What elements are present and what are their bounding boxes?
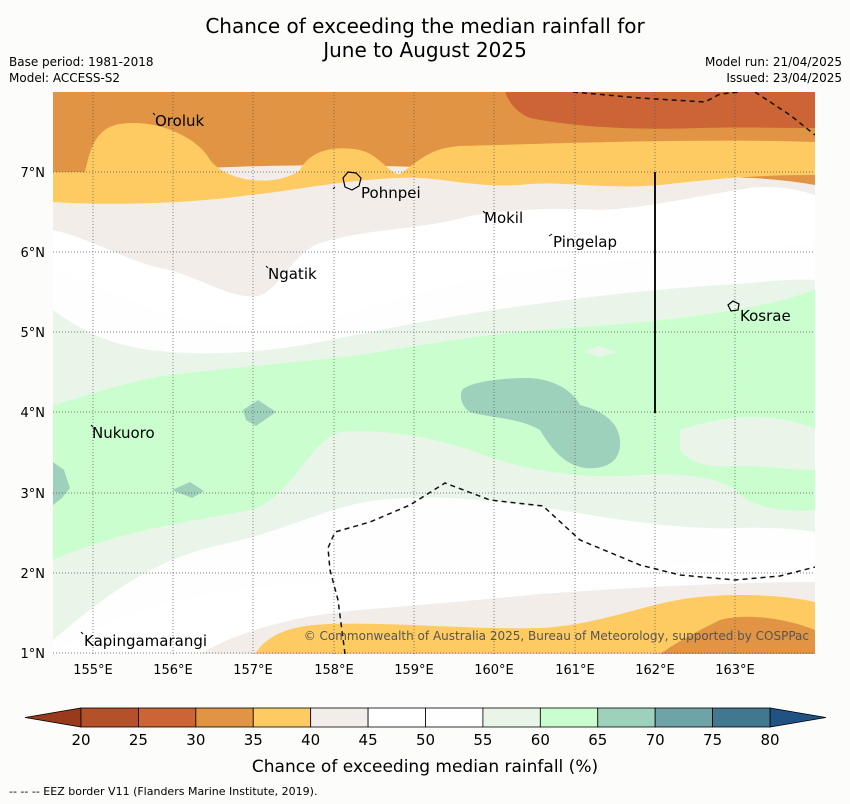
colorbar-tick: 65 xyxy=(588,731,607,749)
lon-tick: 158°E xyxy=(314,663,354,678)
colorbar-tick: 35 xyxy=(244,731,263,749)
band-30-35-lower xyxy=(660,616,815,654)
pohnpei-island xyxy=(342,171,362,191)
lat-tick: 7°N xyxy=(21,166,46,181)
colorbar-cell xyxy=(367,707,426,728)
eez-border xyxy=(327,92,815,654)
band-35-40-top xyxy=(53,122,815,204)
lon-tick: 162°E xyxy=(635,663,675,678)
island-marks xyxy=(80,112,553,635)
colorbar-over-arrow xyxy=(769,707,827,728)
colorbar-under-arrow xyxy=(24,707,82,728)
label-nukuoro: Nukuoro xyxy=(92,424,155,442)
colorbar-cell xyxy=(597,707,656,728)
band-65-70-central xyxy=(460,378,621,469)
colorbar-tick: 20 xyxy=(71,731,90,749)
colorbar-tick: 45 xyxy=(359,731,378,749)
label-ngatik: Ngatik xyxy=(268,265,317,283)
colorbar-tick: 25 xyxy=(129,731,148,749)
colorbar: 20 25 30 35 40 45 50 55 60 65 70 75 80 xyxy=(24,707,827,749)
colorbar-cell xyxy=(80,707,139,728)
colorbar-tick: 55 xyxy=(473,731,492,749)
colorbar-cell xyxy=(482,707,541,728)
label-mokil: Mokil xyxy=(484,209,523,227)
lat-tick: 1°N xyxy=(21,647,46,662)
copyright-notice: © Commonwealth of Australia 2025, Bureau… xyxy=(304,629,809,643)
colorbar-cell xyxy=(539,707,599,728)
band-55-60-spot xyxy=(584,346,616,357)
colorbar-cell xyxy=(654,707,713,728)
lon-tick: 159°E xyxy=(394,663,434,678)
footnote: -- -- -- EEZ border V11 (Flanders Marine… xyxy=(9,785,318,798)
label-kosrae: Kosrae xyxy=(740,307,791,325)
model-run: Model run: 21/04/2025 xyxy=(704,55,842,69)
lon-axis: 155°E 156°E 157°E 158°E 159°E 160°E 161°… xyxy=(73,663,755,678)
lat-axis: 7°N 6°N 5°N 4°N 3°N 2°N 1°N xyxy=(21,166,46,662)
lon-tick: 161°E xyxy=(555,663,595,678)
base-period: Base period: 1981-2018 xyxy=(9,55,154,69)
issued-date: Issued: 23/04/2025 xyxy=(726,71,842,85)
colorbar-cell xyxy=(310,707,369,728)
place-labels: Oroluk Pohnpei Mokil Pingelap Ngatik Kos… xyxy=(84,112,791,650)
map-title: Chance of exceeding the median rainfall … xyxy=(0,14,850,62)
meta-right: Model run: 21/04/2025 Issued: 23/04/2025 xyxy=(705,54,842,86)
colorbar-tick: 70 xyxy=(646,731,665,749)
lon-tick: 156°E xyxy=(153,663,193,678)
model-name: Model: ACCESS-S2 xyxy=(9,71,121,85)
lon-tick: 163°E xyxy=(715,663,755,678)
title-line-2: June to August 2025 xyxy=(323,38,527,62)
label-pohnpei: Pohnpei xyxy=(361,184,421,202)
colorbar-cell xyxy=(138,707,197,728)
colorbar-cell xyxy=(252,707,312,728)
band-65-70-small xyxy=(243,400,276,426)
band-35-40-lower xyxy=(255,595,815,654)
band-65-70-left xyxy=(53,462,70,505)
band-65-70-tiny xyxy=(172,482,204,498)
band-55-60-right xyxy=(680,417,815,470)
colorbar-cell xyxy=(195,707,254,728)
lat-tick: 6°N xyxy=(21,246,46,261)
colorbar-label: Chance of exceeding median rainfall (%) xyxy=(252,757,598,777)
label-pingelap: Pingelap xyxy=(553,233,617,251)
colorbar-tick: 40 xyxy=(301,731,320,749)
lat-tick: 5°N xyxy=(21,326,46,341)
colorbar-tick: 75 xyxy=(703,731,722,749)
colorbar-tick: 50 xyxy=(416,731,435,749)
colorbar-tick: 30 xyxy=(186,731,205,749)
colorbar-cell xyxy=(712,707,771,728)
band-25-30-top xyxy=(505,92,815,129)
lon-tick: 155°E xyxy=(73,663,113,678)
lat-tick: 4°N xyxy=(21,406,46,421)
colorbar-cell xyxy=(425,707,484,728)
label-oroluk: Oroluk xyxy=(155,112,204,130)
lon-tick: 160°E xyxy=(474,663,514,678)
title-line-1: Chance of exceeding the median rainfall … xyxy=(205,14,645,38)
label-kapingamarangi: Kapingamarangi xyxy=(84,632,207,650)
meta-left: Base period: 1981-2018 Model: ACCESS-S2 xyxy=(9,54,154,86)
colorbar-tick: 60 xyxy=(531,731,550,749)
lon-tick: 157°E xyxy=(233,663,273,678)
kosrae-island xyxy=(727,300,740,312)
colorbar-tick: 80 xyxy=(760,731,779,749)
lat-tick: 3°N xyxy=(21,487,46,502)
lat-tick: 2°N xyxy=(21,567,46,582)
rainfall-map xyxy=(53,92,815,654)
